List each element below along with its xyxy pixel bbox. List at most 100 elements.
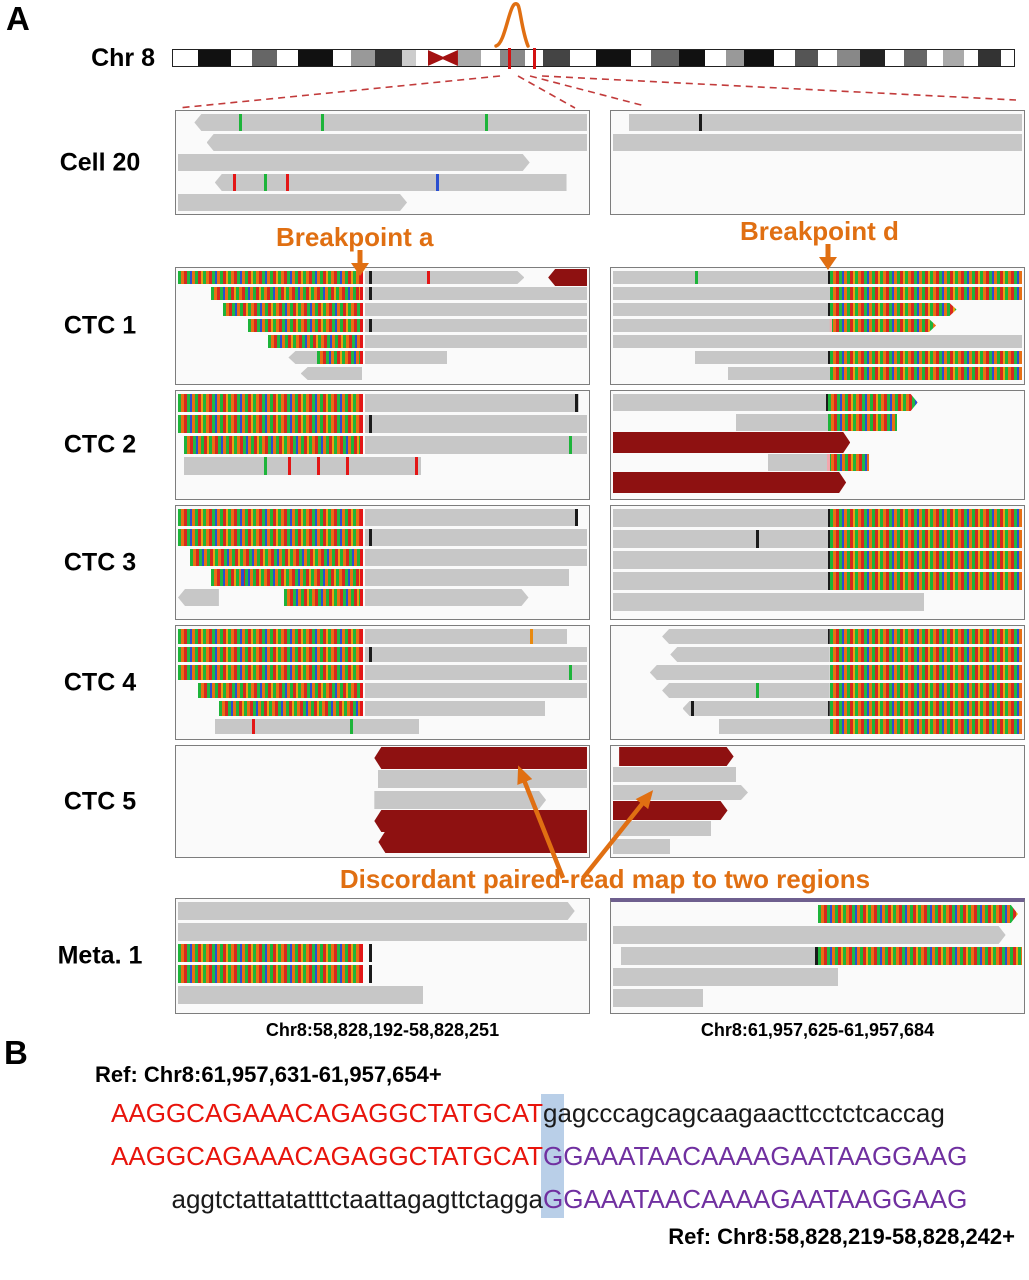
chromosome-bands	[173, 50, 1014, 66]
mismatch-mark	[756, 683, 760, 698]
row-label-ctc2: CTC 2	[63, 430, 137, 459]
seq-prefix: AAGGCAGAAACAGAGGCTATGCAT	[111, 1141, 543, 1171]
mismatch-mark	[694, 271, 698, 284]
seq-suffix: agcccagcagcaagaacttcctctcaccag	[557, 1098, 945, 1128]
mismatch-read	[267, 335, 364, 348]
sequence-line-1: AAGGCAGAAACAGAGGCTATGCATgagcccagcagcaaga…	[0, 1098, 945, 1129]
chromosome-band	[277, 50, 299, 66]
clip-tip	[827, 572, 831, 590]
mismatch-read	[829, 509, 1022, 527]
mismatch-read	[178, 629, 364, 644]
breakpoint-d-arrow-icon	[819, 244, 837, 270]
clip-tip	[827, 551, 831, 569]
read	[214, 174, 567, 191]
chromosome-band	[836, 50, 860, 66]
read	[214, 719, 420, 734]
chromosome-band	[198, 50, 231, 66]
chromosome-band	[351, 50, 375, 66]
mismatch-read	[178, 944, 364, 962]
chromosome-band	[943, 50, 965, 66]
chromosome-band	[774, 50, 796, 66]
chromosome-band	[570, 50, 596, 66]
read-row	[178, 944, 587, 962]
alignment-panel-ctc5-right	[610, 745, 1025, 858]
read-row	[178, 174, 587, 191]
read-row	[178, 549, 587, 566]
read	[364, 683, 587, 698]
mismatch-mark	[484, 114, 488, 131]
junction-base: G	[543, 1141, 564, 1171]
chromosome-band	[481, 50, 500, 66]
read	[288, 351, 318, 364]
clip-tip	[360, 647, 364, 662]
alignment-panel-cell20-right	[610, 110, 1025, 215]
mismatch-read	[178, 647, 364, 662]
read	[613, 968, 838, 986]
clip-tip	[360, 569, 364, 586]
read	[662, 683, 830, 698]
mismatch-read	[817, 947, 1022, 965]
read-row	[178, 923, 587, 941]
sequence-line-2: AAGGCAGAAACAGAGGCTATGCATGGAAATAACAAAAGAA…	[0, 1141, 967, 1172]
read	[727, 367, 830, 380]
mismatch-read	[829, 271, 1022, 284]
read	[365, 589, 529, 606]
clip-tip	[360, 415, 364, 433]
coverage-spike-icon	[494, 2, 530, 48]
mismatch-mark	[690, 701, 694, 716]
read	[364, 415, 587, 433]
chromosome-band	[885, 50, 904, 66]
chromosome-band	[542, 50, 571, 66]
read-row	[613, 134, 1022, 151]
clip-tip	[827, 351, 831, 364]
read-row	[613, 767, 1022, 782]
clip-tip	[827, 530, 831, 548]
discordant-read	[374, 747, 587, 769]
chromosome-band	[859, 50, 886, 66]
sequence-line-3: aggtctattatatttctaattagagttctaggaGGAAATA…	[0, 1184, 968, 1215]
read	[364, 647, 587, 662]
read-row	[613, 701, 1022, 716]
read-row	[178, 394, 587, 412]
read	[300, 367, 363, 380]
read-row	[613, 572, 1022, 590]
discordant-read	[613, 472, 846, 493]
clip-tip	[827, 509, 831, 527]
chromosome-band	[251, 50, 278, 66]
mismatch-read	[190, 549, 364, 566]
read	[178, 902, 575, 920]
read-row	[178, 902, 587, 920]
clip-tip	[360, 701, 364, 716]
mismatch-mark	[288, 457, 292, 475]
chromosome-band	[704, 50, 726, 66]
read	[364, 665, 587, 680]
chromosome-band	[903, 50, 928, 66]
read-row	[178, 529, 587, 546]
read-row	[178, 569, 587, 586]
mismatch-mark	[427, 271, 431, 284]
read	[364, 701, 545, 716]
read	[613, 509, 831, 527]
clip-tip	[360, 944, 364, 962]
read-row	[178, 665, 587, 680]
read-row	[613, 114, 1022, 131]
read	[613, 287, 830, 300]
chromosome-band	[595, 50, 631, 66]
row-label-ctc5: CTC 5	[63, 787, 137, 815]
mismatch-read	[210, 569, 364, 586]
read	[613, 134, 1022, 151]
read	[613, 839, 671, 854]
centromere	[427, 50, 458, 66]
read	[613, 767, 736, 782]
read	[364, 287, 587, 300]
read-row	[613, 905, 1022, 923]
mismatch-read	[829, 647, 1022, 662]
clip-tip	[829, 319, 832, 332]
mismatch-read	[178, 394, 364, 412]
clip-tip	[827, 271, 831, 284]
read-row	[613, 414, 1022, 431]
chromosome-band	[927, 50, 944, 66]
read	[613, 319, 830, 332]
mismatch-mark	[435, 174, 439, 191]
clip-tip	[360, 683, 364, 698]
